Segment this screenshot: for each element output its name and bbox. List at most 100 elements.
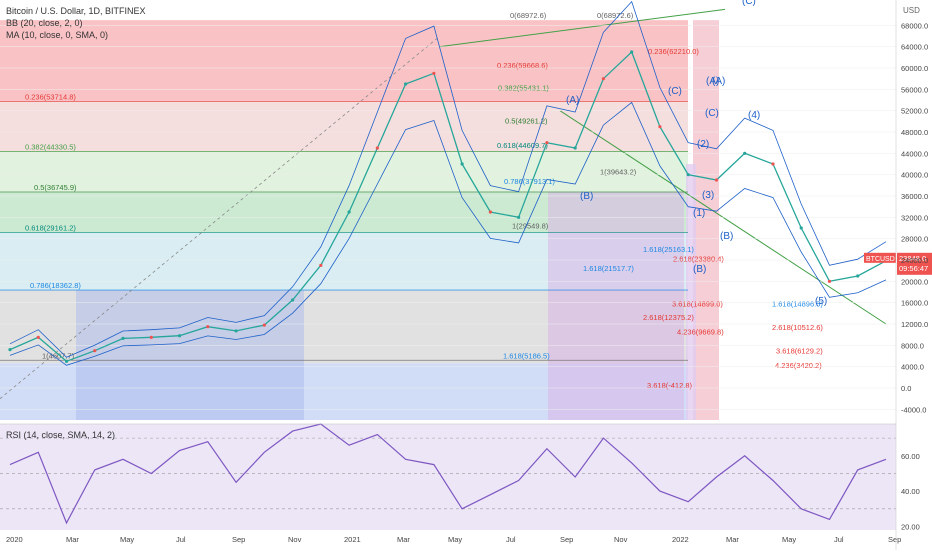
price-point — [375, 146, 379, 150]
fib-zone — [0, 151, 688, 193]
fib-label: 1.618(21517.7) — [583, 264, 634, 273]
time-tick: Nov — [614, 535, 628, 544]
fib-label: 0.786(18362.8) — [30, 281, 81, 290]
wave-label: (B) — [580, 191, 593, 202]
price-tick: 4000.0 — [901, 363, 924, 372]
wave-label: (B) — [693, 264, 706, 275]
price-point — [177, 334, 182, 338]
wave-label: (4) — [748, 110, 760, 121]
time-tick: Mar — [397, 535, 410, 544]
price-point — [404, 82, 408, 86]
wave-label: (2) — [697, 139, 709, 150]
wave-label: (C) — [742, 0, 756, 7]
time-tick: Nov — [288, 535, 302, 544]
price-point — [771, 162, 775, 166]
price-series-line — [9, 50, 887, 363]
price-axis-unit: USD — [903, 6, 920, 15]
range-box-lilac — [686, 164, 696, 420]
fib-label: 1.618(5186.5) — [503, 351, 550, 360]
fib-label: 0.236(62210.0) — [648, 47, 699, 56]
time-tick: 2020 — [6, 535, 23, 544]
range-box-pink — [693, 20, 719, 421]
range-box-purple — [548, 192, 684, 420]
indicator-ma: MA (10, close, 0, SMA, 0) — [6, 30, 108, 40]
price-tick: 24000.0 — [901, 256, 928, 265]
fib-label: 3.618(6129.2) — [776, 346, 823, 355]
fib-label: 0.236(59668.6) — [497, 61, 548, 70]
time-tick: May — [448, 535, 462, 544]
fib-label: 2.618(12375.2) — [643, 313, 694, 322]
time-tick: Mar — [726, 535, 739, 544]
fib-label: 0.5(36745.9) — [34, 183, 77, 192]
fib-label: 0(68972.6) — [597, 11, 634, 20]
fib-label: 0.236(53714.8) — [25, 93, 76, 102]
price-point — [856, 274, 860, 278]
price-point — [319, 263, 323, 267]
wave-label: (3) — [702, 190, 714, 201]
price-point — [121, 336, 125, 340]
ticker-tag-bg — [864, 252, 896, 263]
price-point — [630, 50, 634, 54]
price-point — [64, 359, 69, 363]
indicator-bb: BB (20, close, 2, 0) — [6, 18, 83, 28]
time-tick: 2021 — [344, 535, 361, 544]
price-tick: 68000.0 — [901, 21, 928, 30]
ticker-tag: BTCUSD — [866, 256, 895, 263]
price-tick: 0.0 — [901, 384, 911, 393]
time-tick: Sep — [560, 535, 573, 544]
price-point — [206, 325, 210, 329]
price-point — [799, 226, 803, 230]
price-point — [517, 215, 521, 219]
price-point — [262, 323, 266, 327]
price-point — [234, 329, 238, 333]
wave-label: (5) — [815, 296, 827, 307]
price-tick: 52000.0 — [901, 107, 928, 116]
time-tick: May — [120, 535, 134, 544]
time-tick: Jul — [176, 535, 186, 544]
price-point — [347, 210, 351, 214]
price-tick: 44000.0 — [901, 149, 928, 158]
fib-zone — [0, 20, 688, 102]
price-tick: 16000.0 — [901, 299, 928, 308]
price-point — [545, 141, 549, 145]
price-tick: 28000.0 — [901, 235, 928, 244]
fib-label: 0.618(29161.2) — [25, 223, 76, 232]
price-tick: 48000.0 — [901, 128, 928, 137]
rsi-tick: 60.00 — [901, 452, 920, 461]
rsi-tick: 20.00 — [901, 522, 920, 531]
price-point — [488, 210, 492, 214]
trend-line — [439, 8, 726, 48]
wave-label: (C) — [668, 86, 682, 97]
price-tick: 8000.0 — [901, 341, 924, 350]
price-point — [290, 298, 295, 302]
fib-label: 1(4607.7) — [42, 351, 75, 360]
time-tick: Jul — [506, 535, 516, 544]
fib-label: 0(68972.6) — [510, 11, 547, 20]
rsi-title: RSI (14, close, SMA, 14, 2) — [6, 430, 115, 440]
time-tick: Jul — [834, 535, 844, 544]
fib-label: 0.382(55431.1) — [498, 83, 549, 92]
wave-label: (B) — [720, 231, 733, 242]
wave-label: (C) — [705, 108, 719, 119]
price-point — [93, 349, 97, 353]
chart-title: Bitcoin / U.S. Dollar, 1D, BITFINEX — [6, 6, 146, 16]
fib-label: 3.618(14899.0) — [672, 300, 723, 309]
price-tick: 64000.0 — [901, 43, 928, 52]
wave-label: (1) — [693, 208, 705, 219]
fib-zone — [0, 101, 688, 152]
price-point — [8, 348, 12, 352]
time-tick: 2022 — [672, 535, 689, 544]
time-tick: Sep — [232, 535, 245, 544]
fib-label: 3.618(-412.8) — [647, 381, 693, 390]
last-price-bg — [897, 252, 932, 275]
fib-label: 1.618(14896.5) — [772, 300, 823, 309]
price-point — [601, 77, 606, 81]
fib-label: 0.382(44330.5) — [25, 143, 76, 152]
price-tick: 56000.0 — [901, 85, 928, 94]
price-point — [714, 178, 719, 182]
time-tick: Sep — [888, 535, 901, 544]
price-point — [658, 125, 662, 129]
price-point — [743, 151, 747, 155]
price-point — [149, 335, 153, 339]
fib-label: 2.618(23380.4) — [673, 254, 724, 263]
